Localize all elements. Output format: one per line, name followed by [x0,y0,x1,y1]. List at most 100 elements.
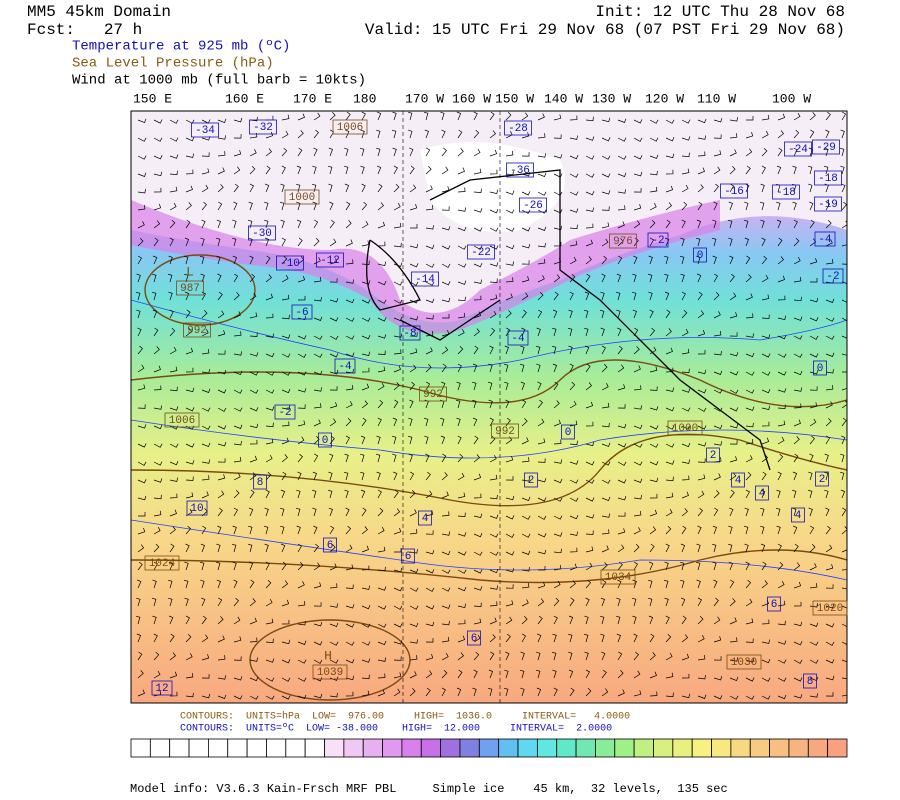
contour-label: -14 [415,274,435,286]
contour-label: -34 [195,125,215,137]
pressure-center: H [324,648,332,663]
color-cell [266,738,287,758]
color-cell [769,738,790,758]
contour-label: 0 [565,427,572,439]
domain: MM5 45km Domain [27,3,171,21]
label-box [334,358,356,374]
label-box [814,170,842,186]
longitude-label: 180 [353,91,376,106]
color-cell [711,738,732,758]
label-box [519,197,547,213]
contour-label: 1006 [169,415,195,427]
color-cell [343,738,364,758]
longitude-label: 150 E [133,91,172,106]
contour-label: -36 [510,165,530,177]
pressure-contour-info: CONTOURS: UNITS=hPa LOW= 976.00 HIGH= 10… [180,711,630,723]
label-box [323,537,337,553]
isotherm [131,419,847,459]
contour-label: 6 [405,551,412,563]
label-box [812,139,840,155]
color-cell [401,738,422,758]
color-cell [827,738,848,758]
contour-label: 1000 [289,192,315,204]
label-box [815,471,829,487]
contour-label: -19 [818,199,838,211]
contour-label: -16 [724,186,744,198]
contour-label: 987 [180,283,200,295]
longitude-label: 100 W [772,91,811,106]
label-box [248,225,276,241]
label-box [491,423,519,439]
color-cell [324,738,345,758]
contour-label: 1006 [337,122,363,134]
color-cell [517,738,538,758]
contour-label: 4 [759,488,766,500]
label-box [726,654,762,670]
color-bar [130,738,848,758]
label-box [291,304,313,320]
label-box [504,120,532,136]
label-box [720,183,748,199]
label-box [814,231,836,247]
label-box [507,330,529,346]
longitude-label: 110 W [697,91,736,106]
label-box [249,119,277,135]
contour-label: -30 [252,228,272,240]
longitude-label: 130 W [592,91,631,106]
valid-time: Valid: 15 UTC Fri 29 Nov 68 (07 PST Fri … [365,21,845,39]
contour-label: 4 [795,510,802,522]
contour-label: -4 [511,333,525,345]
label-box [151,680,173,696]
color-cell [672,738,693,758]
contour-labels: -34 -32 -28-36-26-30-22-14-12-10-8-6-4-208… [144,119,848,696]
contour-label: -2 [651,235,664,247]
label-box [822,268,844,284]
contour-label: 0 [322,435,329,447]
color-cell [749,738,770,758]
label-box [284,189,320,205]
label-box [318,432,332,448]
label-box [647,232,669,248]
color-cell [304,738,325,758]
color-cell [730,738,751,758]
contour-label: -4 [338,361,352,373]
color-cell [807,738,829,758]
label-box [312,664,348,680]
label-box [164,412,200,428]
label-box [186,500,208,516]
contour-label: 1039 [317,667,343,679]
contour-label: 0 [697,250,704,262]
contour-label: 2 [819,474,826,486]
wind-barbs [135,111,847,700]
contour-label: 1034 [605,572,632,584]
contour-label: 6 [327,540,334,552]
color-cell [149,738,171,758]
isobar [144,254,256,326]
label-box [706,447,720,463]
label-box [276,255,304,271]
contour-label: 1024 [149,558,176,570]
map-frame [130,110,848,704]
contour-label: 4 [735,475,742,487]
contour-label: 6 [471,633,478,645]
label-box [467,630,481,646]
contour-label: -24 [788,144,808,156]
label-box [176,280,204,296]
contour-label: -8 [403,328,416,340]
coastline [366,169,771,471]
contour-label: -18 [776,187,796,199]
contour-label: 10 [190,503,203,515]
contour-label: 992 [495,426,515,438]
color-cell [575,738,596,758]
contour-label: -4 [818,234,832,246]
label-box [419,386,447,402]
white-region [420,142,565,232]
contour-label: -12 [320,255,340,267]
label-box [812,600,848,616]
label-box [767,596,781,612]
contour-label: 0 [817,363,824,375]
color-cell [382,738,403,758]
label-box [183,322,211,338]
contour-label: 976 [613,236,633,248]
